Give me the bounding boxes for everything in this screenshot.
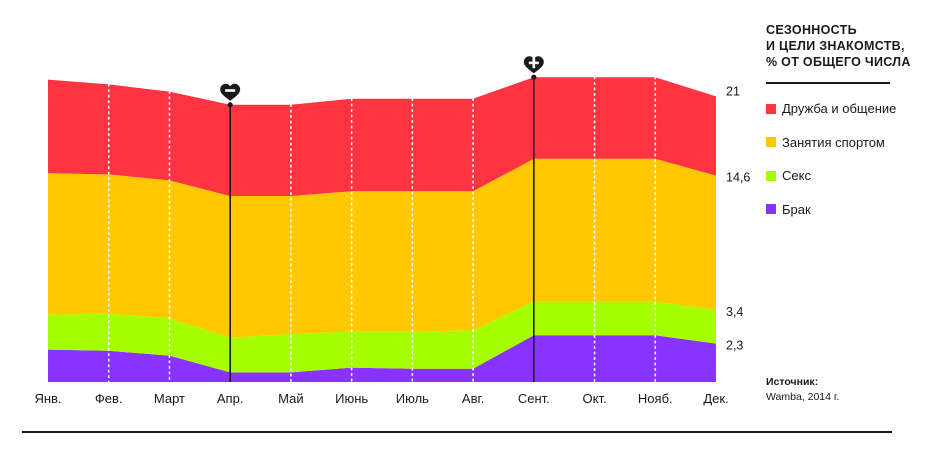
- right-value-label: 3,4: [726, 305, 743, 319]
- area-Занятия спортом: [48, 158, 716, 338]
- x-tick-label: Май: [278, 391, 303, 406]
- legend-item-friendship: Дружба и общение: [766, 92, 896, 126]
- x-tick-label: Март: [154, 391, 185, 406]
- x-tick-label: Апр.: [217, 391, 244, 406]
- minus-heart-icon: [220, 83, 241, 101]
- chart-gridlines: [107, 76, 657, 383]
- source-label: Источник:: [766, 376, 819, 388]
- x-tick-label: Авг.: [462, 391, 484, 406]
- legend-title-line: % ОТ ОБЩЕГО ЧИСЛА: [766, 55, 911, 69]
- legend-item-sport: Занятия спортом: [766, 126, 896, 160]
- chart-areas: [48, 77, 716, 382]
- right-value-label: 21: [726, 84, 740, 98]
- legend-label: Секс: [782, 168, 811, 184]
- heart-bar-vertical: [532, 57, 536, 69]
- area-Брак: [48, 335, 716, 382]
- x-tick-label: Июль: [396, 391, 429, 406]
- area-Секс: [48, 301, 716, 373]
- legend-divider: [766, 82, 890, 84]
- legend-title-line: И ЦЕЛИ ЗНАКОМСТВ,: [766, 39, 905, 53]
- x-tick-label: Июнь: [335, 391, 368, 406]
- legend-title-line: СЕЗОННОСТЬ: [766, 23, 857, 37]
- legend: Дружба и общение Занятия спортом Секс Бр…: [766, 92, 896, 226]
- legend-label: Брак: [782, 201, 811, 217]
- x-tick-label: Нояб.: [638, 391, 673, 406]
- x-tick-label: Сент.: [518, 391, 550, 406]
- heart-bar-horizontal: [225, 89, 236, 92]
- x-tick-label: Янв.: [34, 391, 61, 406]
- right-value-label: 14,6: [726, 171, 750, 185]
- right-value-label: 2,3: [726, 339, 743, 353]
- bottom-divider: [22, 431, 892, 433]
- area-Дружба и общение: [48, 77, 716, 196]
- legend-swatch: [766, 103, 776, 114]
- x-tick-label: Дек.: [703, 391, 728, 406]
- legend-item-marriage: Брак: [766, 193, 896, 227]
- heart-shape: [220, 83, 241, 101]
- source-note: Источник: Wamba, 2014 г.: [766, 375, 839, 405]
- legend-title: СЕЗОННОСТЬ И ЦЕЛИ ЗНАКОМСТВ, % ОТ ОБЩЕГО…: [766, 22, 936, 70]
- plus-heart-icon: [523, 56, 544, 74]
- legend-label: Занятия спортом: [782, 134, 885, 150]
- legend-swatch: [766, 204, 776, 215]
- x-tick-label: Фев.: [95, 391, 123, 406]
- legend-swatch: [766, 137, 776, 148]
- marker-dot: [227, 102, 233, 108]
- x-tick-label: Окт.: [583, 391, 607, 406]
- chart-markers: [220, 56, 544, 382]
- right-value-labels: 21 14,6 3,4 2,3: [726, 84, 750, 352]
- legend-label: Дружба и общение: [782, 101, 897, 117]
- legend-item-sex: Секс: [766, 159, 896, 193]
- x-axis-labels: Янв. Фев. Март Апр. Май Июнь Июль Авг. Сент. Окт.…: [34, 391, 728, 406]
- marker-dot: [531, 74, 537, 80]
- source-text: Wamba, 2014 г.: [766, 391, 840, 403]
- legend-swatch: [766, 170, 776, 181]
